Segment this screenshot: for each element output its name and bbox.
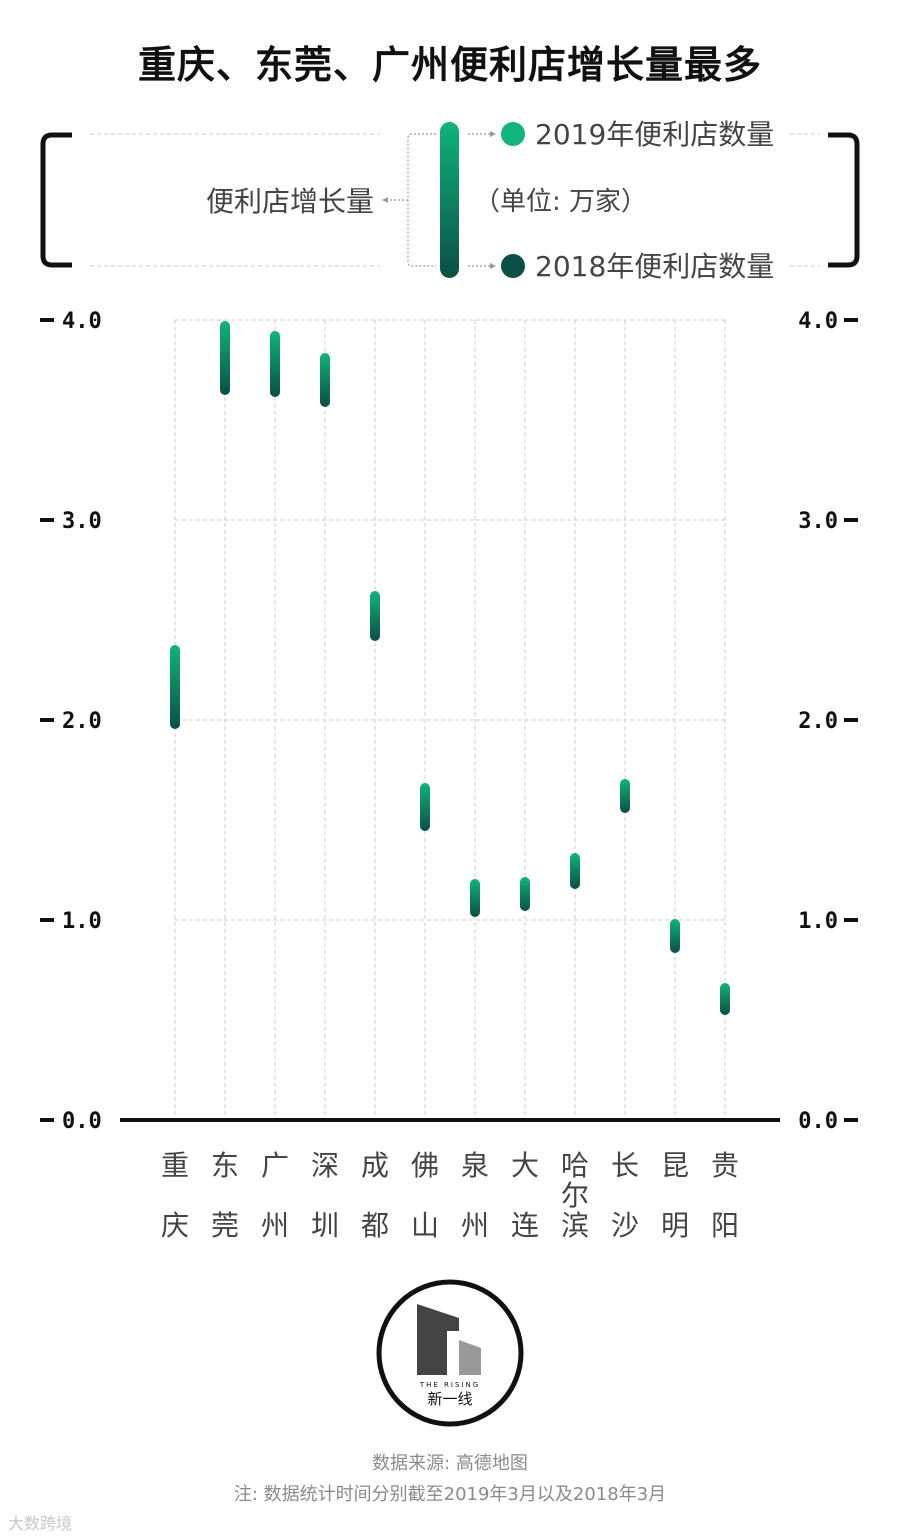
y-tick-label-left: 2.0 bbox=[62, 709, 102, 734]
legend-dot-2018 bbox=[501, 254, 525, 278]
range-bar-7 bbox=[520, 877, 530, 911]
y-axis-right: 4.0 3.0 2.0 1.0 0.0 bbox=[798, 309, 858, 1134]
range-bar-8 bbox=[570, 853, 580, 889]
x-tick-label-0: 重庆 bbox=[161, 1149, 189, 1242]
legend-bracket-left bbox=[40, 132, 72, 268]
range-bar-3 bbox=[320, 353, 330, 407]
x-tick-label-9: 长沙 bbox=[611, 1149, 639, 1242]
range-bar-2 bbox=[270, 331, 280, 397]
legend-connector-arrow bbox=[382, 197, 388, 203]
legend-growth-label: 便利店增长量 bbox=[206, 185, 374, 218]
range-bar-10 bbox=[670, 919, 680, 953]
logo-ring bbox=[376, 1279, 524, 1427]
y-tick-label-left: 4.0 bbox=[62, 309, 102, 334]
logo: THE RISING 新一线 bbox=[376, 1279, 524, 1427]
legend-unit: （单位: 万家） bbox=[474, 187, 647, 217]
x-tick-label-2: 广州 bbox=[261, 1149, 289, 1242]
x-tick-label-7: 大连 bbox=[511, 1149, 539, 1242]
range-bar-1 bbox=[220, 321, 230, 395]
legend-bracket-right bbox=[828, 132, 860, 268]
range-bar-4 bbox=[370, 591, 380, 641]
x-tick-label-4: 成都 bbox=[361, 1149, 389, 1242]
source-text: 数据来源: 高德地图 bbox=[372, 1453, 528, 1474]
legend-bar bbox=[440, 122, 459, 278]
legend-label-2019: 2019年便利店数量 bbox=[535, 118, 774, 151]
legend-arrowhead-2019 bbox=[490, 131, 496, 137]
x-tick-label-5: 佛山 bbox=[411, 1149, 439, 1242]
grid bbox=[174, 319, 726, 1120]
y-tick-label-right: 4.0 bbox=[798, 309, 838, 334]
note-text: 注: 数据统计时间分别截至2019年3月以及2018年3月 bbox=[233, 1484, 667, 1505]
y-tick-label-right: 2.0 bbox=[798, 709, 838, 734]
y-tick-label-left: 0.0 bbox=[62, 1109, 102, 1134]
x-tick-label-6: 泉州 bbox=[461, 1149, 489, 1242]
range-bar-9 bbox=[620, 779, 630, 813]
y-axis-left: 4.0 3.0 2.0 1.0 0.0 bbox=[40, 309, 102, 1134]
y-tick-label-left: 1.0 bbox=[62, 909, 102, 934]
y-tick-label-right: 0.0 bbox=[798, 1109, 838, 1134]
logo-small-text: THE RISING bbox=[419, 1381, 480, 1389]
y-tick-label-left: 3.0 bbox=[62, 509, 102, 534]
legend-arrowhead-2018 bbox=[490, 263, 496, 269]
x-tick-label-3: 深圳 bbox=[311, 1149, 339, 1242]
range-bar-5 bbox=[420, 783, 430, 831]
range-bar-0 bbox=[170, 645, 180, 729]
bars bbox=[170, 321, 730, 1015]
x-tick-label-10: 昆明 bbox=[661, 1149, 689, 1242]
legend-connector bbox=[384, 133, 436, 267]
y-tick-label-right: 1.0 bbox=[798, 909, 838, 934]
x-tick-label-11: 贵阳 bbox=[711, 1149, 739, 1242]
watermark: 大数跨境 bbox=[8, 1514, 73, 1533]
y-tick-label-right: 3.0 bbox=[798, 509, 838, 534]
x-tick-label-8: 哈尔滨 bbox=[561, 1149, 589, 1242]
x-tick-label-1: 东莞 bbox=[211, 1149, 239, 1242]
logo-name: 新一线 bbox=[427, 1390, 472, 1408]
chart-title: 重庆、东莞、广州便利店增长量最多 bbox=[137, 43, 762, 87]
legend: 便利店增长量 2019年便利店数量 （单位: 万家） 2018年便利店数量 bbox=[40, 118, 860, 280]
logo-building-light bbox=[459, 1340, 481, 1375]
range-chart: 4.0 3.0 2.0 1.0 0.0 4.0 3.0 2.0 1.0 0.0 重庆东莞广州深圳… bbox=[40, 309, 858, 1242]
legend-label-2018: 2018年便利店数量 bbox=[535, 250, 774, 280]
legend-dot-2019 bbox=[501, 122, 525, 146]
range-bar-6 bbox=[470, 879, 480, 917]
logo-building-dark bbox=[417, 1304, 459, 1375]
range-bar-11 bbox=[720, 983, 730, 1015]
